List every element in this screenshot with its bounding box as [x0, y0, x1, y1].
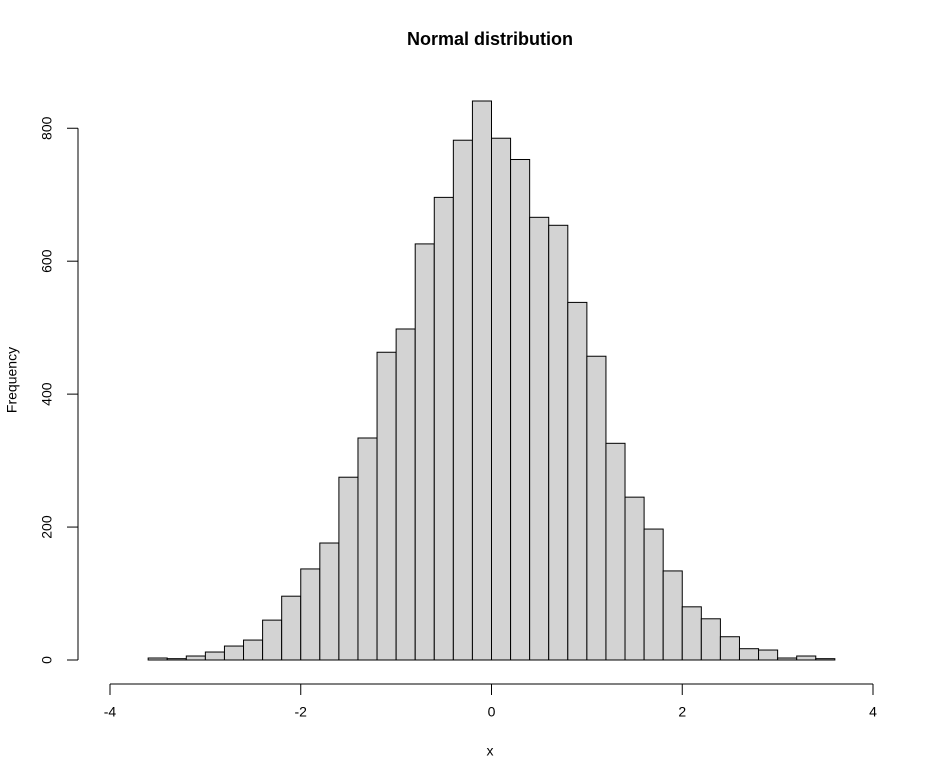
bar: [605, 442, 626, 661]
x-tick-label: -4: [104, 704, 117, 720]
bar: [452, 139, 473, 661]
x-tick-label: 0: [488, 704, 496, 720]
bar: [262, 619, 283, 661]
y-tick-label: 800: [39, 116, 55, 140]
bar: [147, 657, 168, 661]
x-tick-label: 4: [869, 704, 877, 720]
bar: [758, 649, 779, 661]
bar: [777, 657, 798, 661]
bar: [204, 651, 225, 661]
bar: [281, 595, 302, 661]
bar: [395, 328, 416, 661]
bar: [662, 570, 683, 661]
bar: [376, 351, 397, 661]
x-axis-label: x: [487, 743, 494, 759]
bar: [548, 224, 569, 661]
bar: [681, 606, 702, 661]
y-tick-label: 400: [39, 382, 55, 406]
bar: [719, 636, 740, 661]
bar: [243, 639, 264, 661]
y-axis-label: Frequency: [4, 347, 20, 413]
bar: [529, 216, 550, 661]
bar: [319, 542, 340, 661]
bar: [510, 158, 531, 661]
bar: [185, 655, 206, 661]
bar: [433, 196, 454, 661]
bar: [567, 301, 588, 661]
x-tick-label: -2: [295, 704, 308, 720]
y-tick-label: 200: [39, 515, 55, 539]
y-tick-label: 0: [39, 656, 55, 664]
bar: [338, 476, 359, 661]
bar: [624, 496, 645, 661]
bar: [738, 648, 760, 661]
bar: [166, 658, 187, 661]
x-tick-label: 2: [678, 704, 686, 720]
bar: [796, 655, 817, 661]
y-tick-label: 600: [39, 249, 55, 273]
bar: [223, 645, 245, 661]
bar: [300, 568, 321, 661]
bar: [700, 618, 721, 661]
bar: [643, 528, 664, 661]
bar: [815, 658, 836, 661]
bar: [471, 100, 492, 661]
bar: [414, 243, 435, 661]
bar: [357, 437, 378, 661]
bar: [586, 355, 607, 661]
chart-title: Normal distribution: [407, 29, 573, 49]
bar: [491, 137, 512, 661]
